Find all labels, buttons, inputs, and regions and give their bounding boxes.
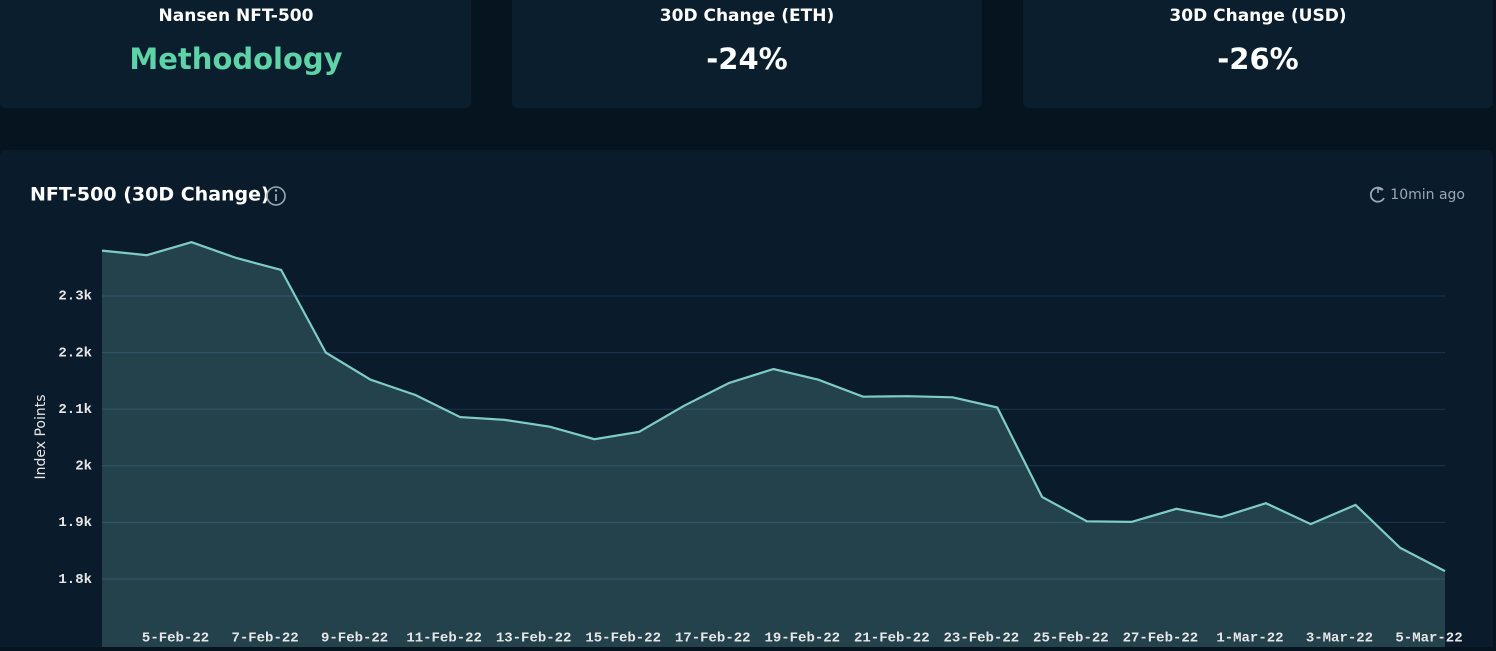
card-label: 30D Change (ETH) <box>660 6 834 26</box>
x-tick-label: 17-Feb-22 <box>675 631 751 647</box>
refresh-icon <box>1369 186 1385 203</box>
y-tick-label: 2k <box>75 459 92 475</box>
y-tick-label: 1.8k <box>58 572 92 588</box>
x-tick-label: 25-Feb-22 <box>1033 631 1109 647</box>
card-label: Nansen NFT-500 <box>159 6 314 26</box>
x-tick-label: 27-Feb-22 <box>1123 631 1199 647</box>
y-axis-label: Index Points <box>33 394 49 479</box>
x-tick-label: 5-Feb-22 <box>142 631 209 647</box>
y-tick-label: 2.2k <box>58 345 92 361</box>
line <box>101 241 1446 573</box>
methodology-link[interactable]: Methodology <box>129 42 342 76</box>
info-icon[interactable] <box>266 186 286 206</box>
card <box>1023 0 1493 108</box>
x-tick-label: 11-Feb-22 <box>406 631 482 647</box>
chart-title: NFT-500 (30D Change) <box>30 184 270 206</box>
x-tick-label: 3-Mar-22 <box>1306 631 1373 647</box>
y-tick-label: 1.9k <box>58 515 92 531</box>
x-tick-label: 1-Mar-22 <box>1216 631 1283 647</box>
x-tick-label: 7-Feb-22 <box>231 631 298 647</box>
x-tick-label: 9-Feb-22 <box>321 631 388 647</box>
chart-panel <box>0 150 1493 651</box>
area <box>102 242 1445 647</box>
card-value: -24% <box>706 42 787 76</box>
x-tick-label: 19-Feb-22 <box>764 631 840 647</box>
card-label: 30D Change (USD) <box>1169 6 1346 26</box>
card <box>0 0 471 108</box>
x-tick-label: 21-Feb-22 <box>854 631 930 647</box>
x-tick-label: 5-Mar-22 <box>1395 631 1462 647</box>
x-tick-label: 15-Feb-22 <box>585 631 661 647</box>
updated-time: 10min ago <box>1390 187 1465 203</box>
x-tick-label: 23-Feb-22 <box>944 631 1020 647</box>
x-tick-label: 13-Feb-22 <box>496 631 572 647</box>
card-value: -26% <box>1217 42 1298 76</box>
y-tick-label: 2.3k <box>58 289 92 305</box>
card <box>512 0 982 108</box>
y-tick-label: 2.1k <box>58 402 92 418</box>
